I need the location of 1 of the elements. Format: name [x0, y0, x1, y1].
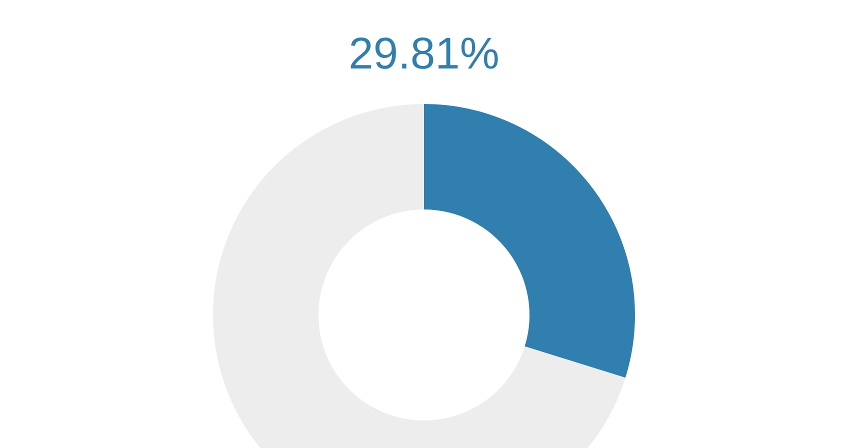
chart-title: 29.81%	[350, 37, 498, 69]
